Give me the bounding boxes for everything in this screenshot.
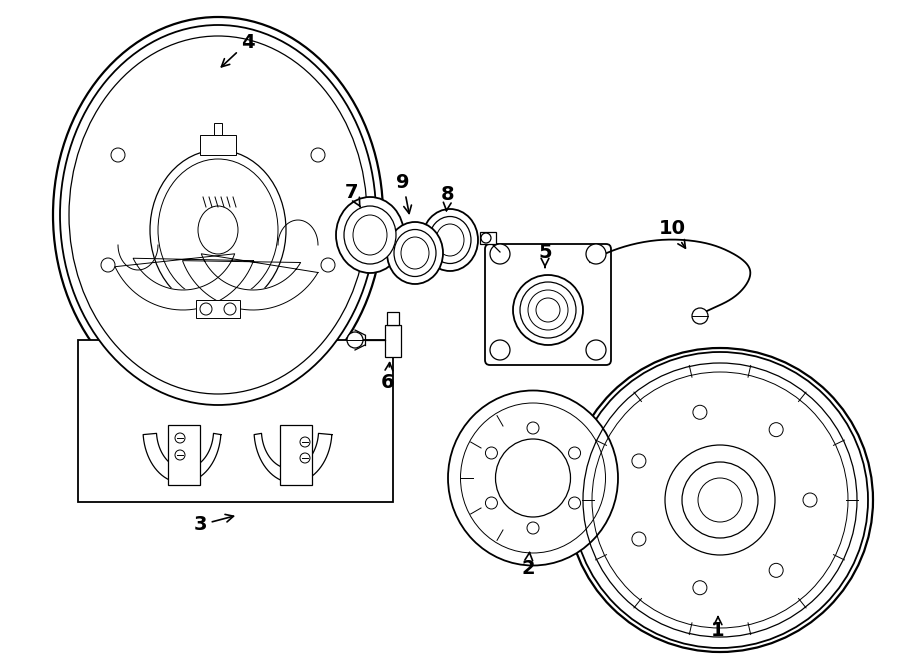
Ellipse shape <box>496 439 571 517</box>
Ellipse shape <box>572 352 868 648</box>
Circle shape <box>569 447 580 459</box>
Polygon shape <box>115 254 254 310</box>
Text: 9: 9 <box>396 173 411 214</box>
Polygon shape <box>183 254 318 310</box>
Circle shape <box>347 332 363 348</box>
Circle shape <box>490 244 510 264</box>
Circle shape <box>513 275 583 345</box>
Circle shape <box>300 453 310 463</box>
Circle shape <box>490 340 510 360</box>
Circle shape <box>481 233 491 243</box>
Text: 7: 7 <box>346 182 360 207</box>
Bar <box>480 232 496 244</box>
Ellipse shape <box>567 348 873 652</box>
Ellipse shape <box>344 206 396 264</box>
Ellipse shape <box>150 150 286 310</box>
Text: 5: 5 <box>538 243 552 267</box>
Ellipse shape <box>394 229 436 276</box>
Circle shape <box>111 148 125 162</box>
Circle shape <box>569 497 580 509</box>
Bar <box>168 425 200 485</box>
Text: 4: 4 <box>221 32 255 67</box>
Circle shape <box>200 303 212 315</box>
Ellipse shape <box>60 25 376 405</box>
Circle shape <box>586 340 606 360</box>
Ellipse shape <box>336 197 404 273</box>
Circle shape <box>665 445 775 555</box>
Circle shape <box>311 148 325 162</box>
Circle shape <box>770 563 783 577</box>
Bar <box>78 340 393 502</box>
Circle shape <box>693 581 706 595</box>
Circle shape <box>770 422 783 437</box>
Bar <box>280 425 312 485</box>
Text: 2: 2 <box>521 553 535 578</box>
Text: 10: 10 <box>659 219 686 248</box>
Text: 1: 1 <box>711 617 724 639</box>
Circle shape <box>175 433 185 443</box>
Bar <box>387 312 399 325</box>
Circle shape <box>527 522 539 534</box>
Circle shape <box>321 258 335 272</box>
Text: 8: 8 <box>441 186 454 211</box>
Text: 3: 3 <box>194 514 233 535</box>
Circle shape <box>485 497 498 509</box>
Circle shape <box>632 532 646 546</box>
FancyBboxPatch shape <box>485 244 611 365</box>
Bar <box>385 325 401 357</box>
Circle shape <box>693 405 706 419</box>
Bar <box>200 135 236 155</box>
Circle shape <box>300 437 310 447</box>
Circle shape <box>101 258 115 272</box>
Polygon shape <box>143 434 220 483</box>
Ellipse shape <box>422 209 478 271</box>
Circle shape <box>682 462 758 538</box>
Ellipse shape <box>387 222 443 284</box>
Text: 6: 6 <box>382 363 395 391</box>
Circle shape <box>485 447 498 459</box>
Ellipse shape <box>429 217 471 264</box>
Circle shape <box>586 244 606 264</box>
Circle shape <box>527 422 539 434</box>
Circle shape <box>175 450 185 460</box>
Circle shape <box>632 454 646 468</box>
Ellipse shape <box>53 17 383 413</box>
Polygon shape <box>254 434 332 483</box>
Circle shape <box>803 493 817 507</box>
Circle shape <box>224 303 236 315</box>
Circle shape <box>692 308 708 324</box>
Bar <box>214 123 222 135</box>
Ellipse shape <box>448 391 618 566</box>
Bar <box>196 300 240 318</box>
